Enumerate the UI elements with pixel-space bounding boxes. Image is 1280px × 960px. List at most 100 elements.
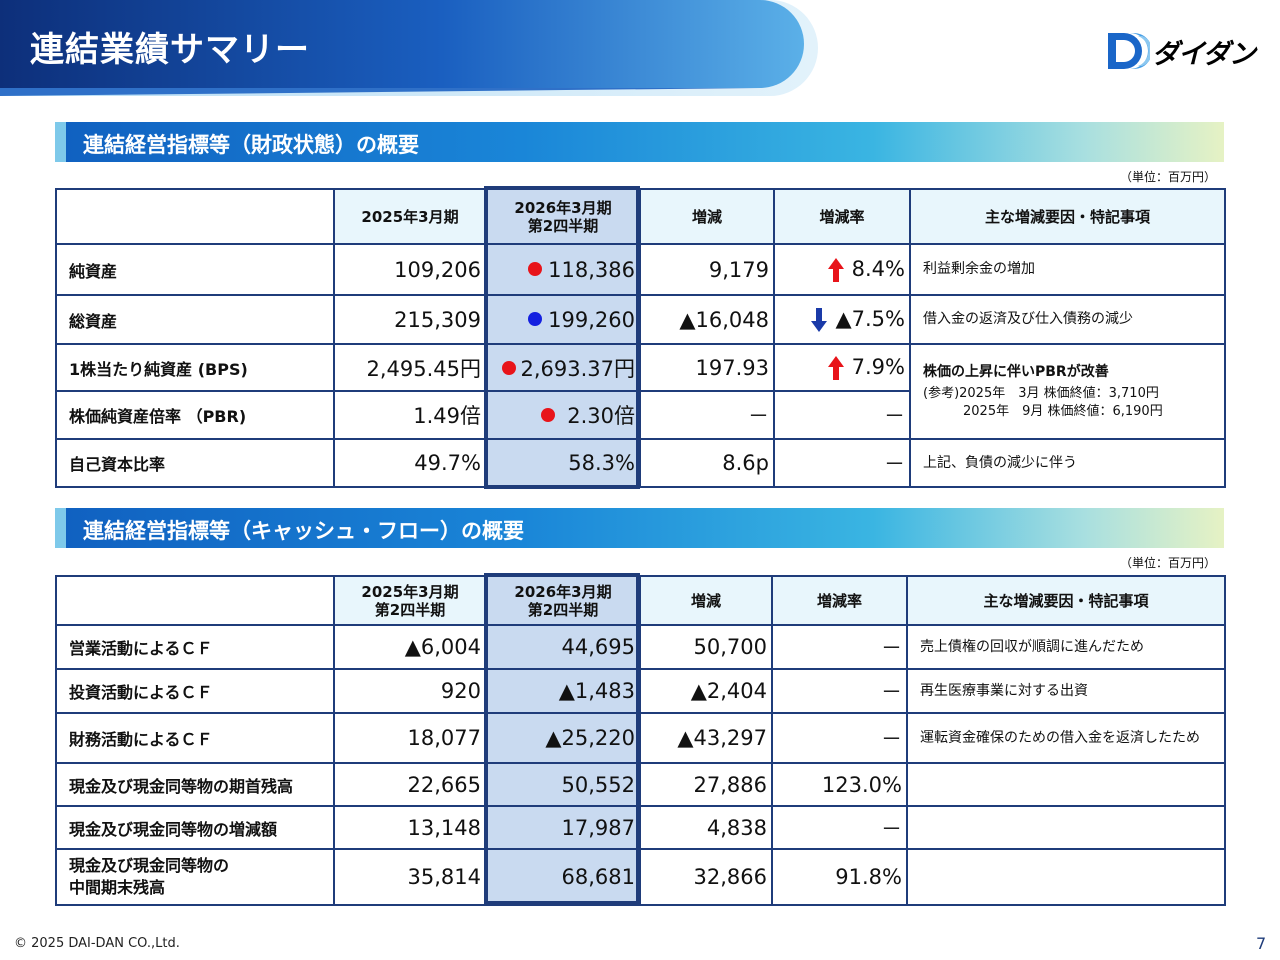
note-cell: 運転資金確保のための借入金を返済したため [906,712,1226,764]
table-row: 純資産 109,206 118,386 9,179 8.4% 利益剰余金の増加 [55,243,1226,296]
note-cell: 売上債権の回収が順調に進んだため [906,624,1226,670]
prev-value: 35,814 [333,848,487,906]
unit-label: （単位：百万円） [1119,170,1216,184]
header-curr-period: 2026年3月期 第2四半期 [485,575,641,626]
slide-header: 連結業績サマリー ダイダン [0,0,1280,96]
diff-value: 32,866 [639,848,773,906]
copyright: © 2025 DAI-DAN CO.,Ltd. [14,936,180,951]
table-row: 現金及び現金同等物の 中間期末残高 35,814 68,681 32,866 9… [55,848,1226,906]
curr-value: 2.30倍 [567,404,635,428]
header-rate: 増減率 [771,575,908,626]
prev-value: 920 [333,668,487,714]
header-notes: 主な増減要因・特記事項 [906,575,1226,626]
row-label: 1株当たり純資産 (BPS) [55,343,335,392]
diff-value: 197.93 [639,343,775,392]
row-label: 現金及び現金同等物の増減額 [55,805,335,850]
blue-dot-icon [528,311,543,326]
rate-value: 91.8% [771,848,908,906]
row-label: 現金及び現金同等物の 中間期末残高 [55,848,335,906]
prev-value: 13,148 [333,805,487,850]
red-dot-icon [528,261,543,276]
curr-value-cell: 199,260 [485,294,641,345]
prev-value: 2,495.45円 [333,343,487,392]
logo-text: ダイダン [1152,39,1256,70]
rate-value: － [771,805,908,850]
note-cell: 上記、負債の減少に伴う [909,438,1226,488]
note-line: 2025年 9月 株価終値：6,190円 [963,403,1163,419]
curr-value-cell: 118,386 [485,243,641,296]
curr-value: 68,681 [485,848,641,906]
curr-value-cell: 2.30倍 [485,390,641,440]
diff-value: 4,838 [639,805,773,850]
rate-cell: 8.4% [773,243,911,296]
arrow-up-icon [827,258,844,282]
header-prev-period: 2025年3月期 第2四半期 [333,575,487,626]
table-header-row: 2025年3月期 第2四半期 2026年3月期 第2四半期 増減 増減率 主な増… [55,575,1226,626]
note-cell: 再生医療事業に対する出資 [906,668,1226,714]
table-row: 営業活動によるＣＦ ▲6,004 44,695 50,700 － 売上債権の回収… [55,624,1226,670]
table-row: 現金及び現金同等物の期首残高 22,665 50,552 27,886 123.… [55,762,1226,807]
red-dot-icon [541,408,556,422]
rate-cell: 7.9% [773,343,911,392]
section-accent [55,122,66,162]
note-bold: 株価の上昇に伴いPBRが改善 [923,363,1109,380]
row-label: 現金及び現金同等物の期首残高 [55,762,335,807]
prev-value: 18,077 [333,712,487,764]
row-label: 総資産 [55,294,335,345]
header-prev-period: 2025年3月期 [333,188,487,245]
rate-cell: ▲7.5% [773,294,911,345]
header-diff: 増減 [639,575,773,626]
diff-value: ▲2,404 [639,668,773,714]
table-row: 自己資本比率 49.7% 58.3% 8.6p － 上記、負債の減少に伴う [55,438,1226,488]
curr-value: 118,386 [548,257,635,282]
header-curr-period: 2026年3月期 第2四半期 [485,188,641,245]
row-label: 自己資本比率 [55,438,335,488]
row-label: 投資活動によるＣＦ [55,668,335,714]
header-rate: 増減率 [773,188,911,245]
rate-value: － [773,438,911,488]
table-row: 投資活動によるＣＦ 920 ▲1,483 ▲2,404 － 再生医療事業に対する… [55,668,1226,714]
arrow-down-icon [811,308,828,332]
row-label: 財務活動によるＣＦ [55,712,335,764]
red-dot-icon [502,360,517,375]
rate-value: － [771,668,908,714]
diff-value: ▲43,297 [639,712,773,764]
cash-flow-table: 2025年3月期 第2四半期 2026年3月期 第2四半期 増減 増減率 主な増… [55,575,1226,906]
section-financial-position-header: 連結経営指標等（財政状態）の概要 [55,122,1224,162]
rate-value: ▲7.5% [835,307,905,331]
diff-value: 8.6p [639,438,775,488]
page-title: 連結業績サマリー [30,30,310,70]
diff-value: 9,179 [639,243,775,296]
section-title: 連結経営指標等（財政状態）の概要 [83,133,419,157]
row-label: 純資産 [55,243,335,296]
arrow-up-icon [827,356,844,380]
diff-value: 27,886 [639,762,773,807]
rate-value: 7.9% [851,355,905,379]
curr-value: 2,693.37円 [520,356,635,381]
rate-value: － [771,624,908,670]
prev-value: 49.7% [333,438,487,488]
page-number: 7 [1256,934,1267,953]
prev-value: 215,309 [333,294,487,345]
note-cell: 借入金の返済及び仕入債務の減少 [909,294,1226,345]
diff-value: － [639,390,775,440]
header-diff: 増減 [639,188,775,245]
curr-value: 199,260 [548,307,635,332]
table-row: 現金及び現金同等物の増減額 13,148 17,987 4,838 － [55,805,1226,850]
logo-mark-icon [1108,33,1153,69]
note-cell [906,805,1226,850]
table-row: 財務活動によるＣＦ 18,077 ▲25,220 ▲43,297 － 運転資金確… [55,712,1226,764]
curr-value: 44,695 [485,624,641,670]
prev-value: ▲6,004 [333,624,487,670]
curr-value: 50,552 [485,762,641,807]
rate-value: 8.4% [851,257,905,281]
row-label: 株価純資産倍率 （PBR) [55,390,335,440]
prev-value: 109,206 [333,243,487,296]
table-row: 1株当たり純資産 (BPS) 2,495.45円 2,693.37円 197.9… [55,343,1226,440]
note-cell [906,848,1226,906]
section-title: 連結経営指標等（キャッシュ・フロー）の概要 [83,519,524,543]
curr-value: 17,987 [485,805,641,850]
note-line: (参考)2025年 3月 株価終値：3,710円 [923,386,1159,402]
header-band: 連結業績サマリー [0,0,840,96]
table-header-row: 2025年3月期 2026年3月期 第2四半期 増減 増減率 主な増減要因・特記… [55,188,1226,245]
